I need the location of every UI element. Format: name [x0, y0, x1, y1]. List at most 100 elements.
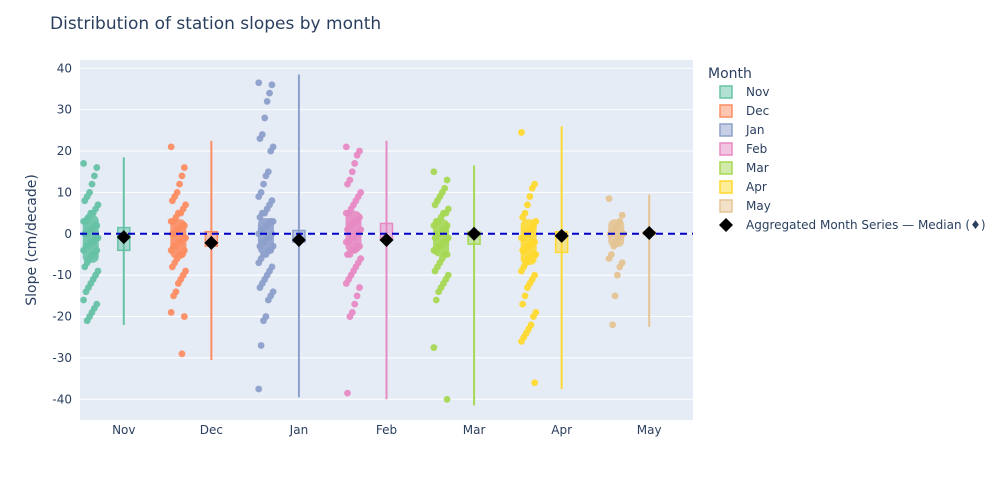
strip-point: [168, 230, 176, 238]
strip-point: [255, 230, 263, 238]
strip-point: [356, 284, 363, 291]
legend-item-may: May: [746, 199, 771, 213]
strip-point: [261, 114, 269, 122]
strip-point: [531, 379, 539, 387]
strip-point: [348, 168, 356, 176]
strip-point: [518, 234, 525, 242]
median-diamond: [554, 228, 569, 243]
strip-point: [614, 271, 621, 279]
legend-title: Month: [708, 66, 752, 82]
strip-point: [524, 284, 531, 291]
legend-swatch: [719, 123, 733, 137]
strip-point: [268, 81, 276, 89]
chart-title: Distribution of station slopes by month: [50, 14, 381, 34]
x-tick-label: May: [637, 423, 662, 437]
legend-swatch: [719, 142, 733, 156]
strip-point: [344, 180, 351, 188]
series-feb: [342, 140, 394, 400]
strip-point: [255, 193, 263, 200]
strip-point: [605, 255, 613, 263]
x-tick-label: Apr: [551, 423, 572, 437]
y-tick-label: 0: [64, 227, 72, 241]
strip-point: [167, 217, 175, 225]
series-dec: [167, 140, 219, 360]
strip-point: [167, 143, 175, 151]
strip-point: [81, 263, 89, 271]
y-axis-title: Slope (cm/decade): [24, 174, 40, 306]
strip-point: [618, 211, 626, 219]
strip-point: [267, 147, 275, 155]
median-diamond: [379, 233, 394, 247]
strip-point: [609, 321, 617, 329]
strip-point: [81, 197, 89, 205]
legend-swatch: [719, 104, 733, 118]
strip-point: [351, 160, 359, 167]
strip-point: [519, 246, 527, 254]
strip-point: [353, 151, 361, 159]
strip-point: [260, 317, 267, 325]
strip-point: [260, 180, 267, 188]
y-tick-label: -30: [52, 351, 72, 365]
legend-swatch: [719, 199, 733, 213]
x-tick-label: Dec: [200, 423, 223, 437]
series-mar: [430, 165, 481, 406]
legend-item-aggregate: Aggregated Month Series — Median (♦): [746, 218, 986, 232]
strip-point: [83, 317, 91, 325]
strip-point: [168, 263, 176, 271]
strip-point: [167, 309, 175, 316]
legend: Month Nov Dec Jan Feb Mar Apr May Aggregated Mo…: [708, 66, 986, 232]
y-tick-label: -10: [52, 268, 72, 282]
strip-point: [344, 226, 351, 234]
strip-point: [430, 246, 438, 254]
strip-point: [90, 172, 98, 180]
strip-point: [178, 172, 186, 180]
median-markers: [116, 225, 657, 250]
strip-point: [519, 213, 527, 221]
strip-point: [180, 313, 188, 320]
strip-point: [255, 385, 263, 393]
strip-point: [80, 160, 87, 167]
strip-point: [80, 296, 87, 304]
strip-point: [256, 242, 264, 250]
strip-point: [528, 184, 536, 192]
y-tick-label: 20: [57, 144, 72, 158]
x-tick-label: Feb: [376, 423, 397, 437]
strip-point: [443, 395, 451, 403]
median-diamond: [467, 226, 482, 241]
strip-point: [255, 79, 263, 87]
strip-point: [432, 296, 440, 304]
series-nov: [80, 157, 131, 325]
strip-point: [342, 238, 350, 246]
strip-point: [80, 217, 87, 225]
strip-point: [519, 300, 527, 308]
strip-point: [88, 180, 96, 188]
y-tick-label: -40: [52, 392, 72, 406]
strip-point: [80, 246, 87, 254]
strip-point: [610, 242, 618, 250]
strip-point: [521, 292, 529, 300]
legend-swatch: [719, 85, 733, 99]
legend-item-mar: Mar: [746, 161, 769, 175]
strip-point: [353, 292, 361, 300]
strip-point: [524, 201, 531, 209]
strip-point: [616, 263, 624, 271]
strip-point: [256, 135, 264, 143]
strip-point: [342, 209, 350, 217]
x-tick-label: Jan: [289, 423, 309, 437]
strip-point: [605, 195, 613, 203]
legend-item-apr: Apr: [746, 180, 767, 194]
strip-point: [344, 251, 351, 258]
strip-point: [256, 213, 264, 221]
strip-point: [255, 259, 263, 267]
x-tick-label: Mar: [463, 423, 486, 437]
strip-point: [435, 288, 443, 296]
strip-point: [443, 176, 451, 184]
legend-item-feb: Feb: [746, 142, 767, 156]
x-tick-labels: Nov Dec Jan Feb Mar Apr May: [112, 423, 662, 437]
strip-point: [431, 234, 439, 242]
strip-point: [178, 350, 186, 358]
strip-point: [431, 201, 439, 209]
y-tick-label: -20: [52, 310, 72, 324]
median-diamond: [204, 235, 219, 250]
